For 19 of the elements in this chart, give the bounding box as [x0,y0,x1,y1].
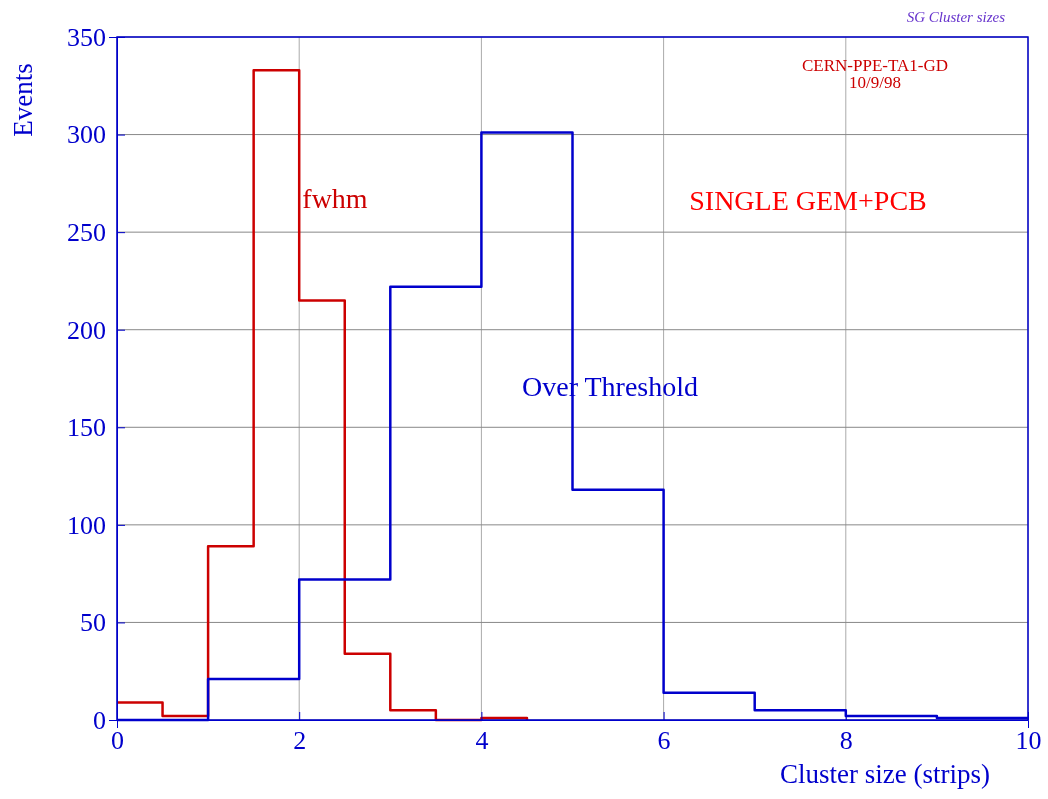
y-tick-label: 150 [67,413,106,443]
x-tick-label: 6 [657,726,671,756]
series-label: fwhm [302,183,368,214]
y-tick-label: 250 [67,217,106,247]
y-tick-label: 100 [67,510,106,540]
x-tick-label: 8 [839,726,853,756]
annotation: CERN-PPE-TA1-GD 10/9/98 [802,56,948,92]
x-tick-label: 2 [293,726,307,756]
chart-title: SG Cluster sizes [906,9,1006,25]
y-tick-label: 0 [93,705,106,735]
annotation: SINGLE GEM+PCB [689,185,927,216]
y-axis-title: Events [8,63,38,137]
y-tick-label: 200 [67,315,106,345]
x-tick-label: 10 [1015,726,1042,756]
y-tick-label: 300 [67,120,106,150]
y-tick-label: 50 [80,608,106,638]
x-axis-title: Cluster size (strips) [780,759,990,789]
x-tick-label: 4 [475,726,489,756]
y-tick-label: 350 [67,22,106,52]
